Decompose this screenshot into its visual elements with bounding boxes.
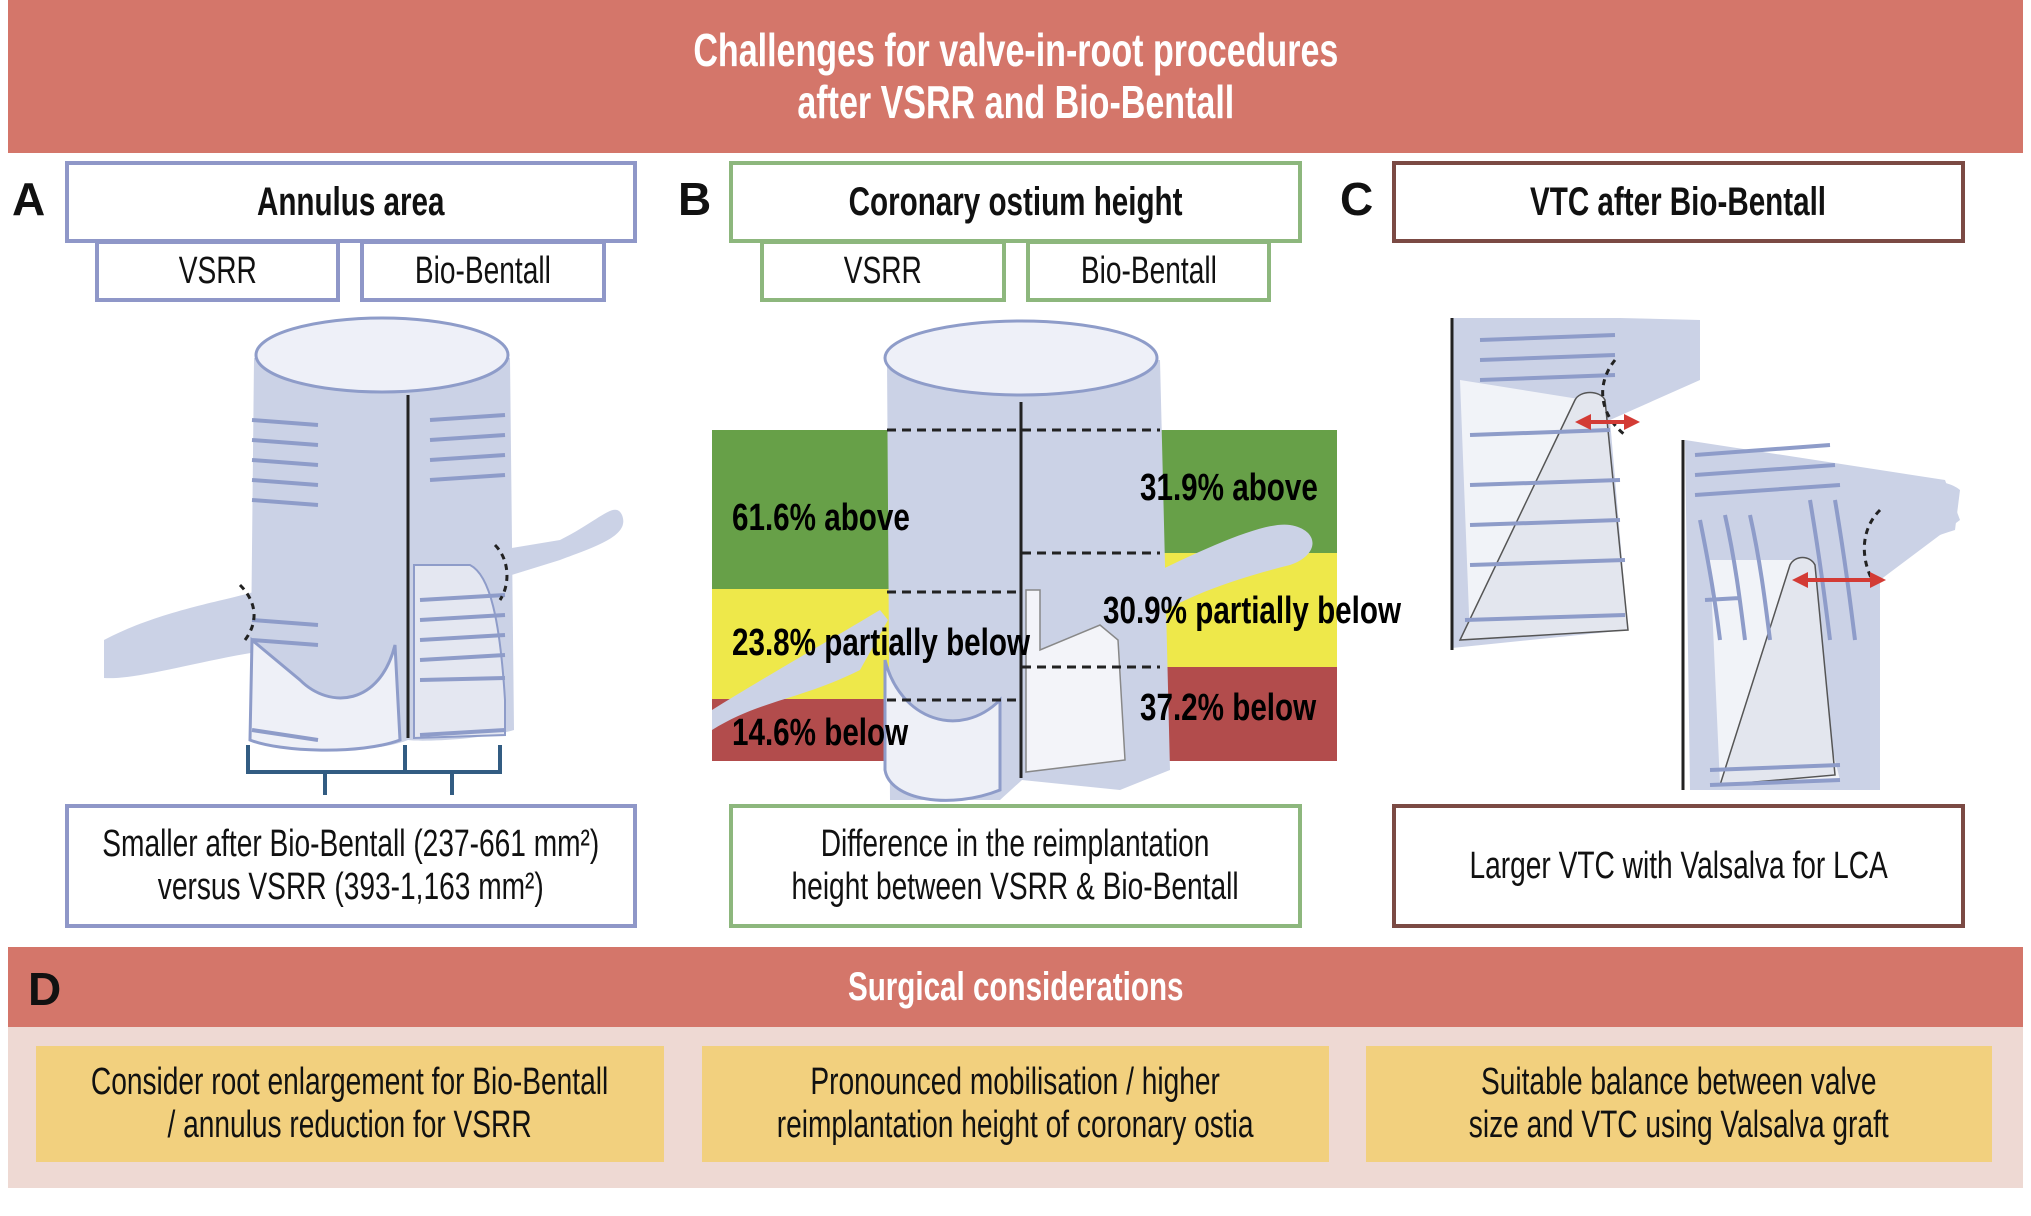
desc-line: Smaller after Bio-Bentall (237-661 mm²) xyxy=(102,823,600,866)
surgical-considerations-bar: Surgical considerations xyxy=(8,947,2023,1027)
sub-label: Bio-Bentall xyxy=(414,249,551,292)
sub-label: Bio-Bentall xyxy=(1080,249,1217,292)
vsrr-below-label: 14.6% below xyxy=(732,712,909,754)
panel-a-sub-bio-bentall: Bio-Bentall xyxy=(360,240,606,302)
panel-c-letter: C xyxy=(1340,173,1374,225)
header-title-line2: after VSRR and Bio-Bentall xyxy=(797,75,1234,128)
panel-c-title-text: VTC after Bio-Bentall xyxy=(1530,179,1827,224)
vsrr-partial-label: 23.8% partially below xyxy=(732,622,1030,664)
item-line: reimplantation height of coronary ostia xyxy=(777,1104,1254,1146)
panel-b-illustration: 61.6% above 23.8% partially below 14.6% … xyxy=(712,319,1401,802)
bio-partial-label: 30.9% partially below xyxy=(1103,590,1401,632)
panel-b-title-text: Coronary ostium height xyxy=(848,179,1183,224)
sub-label: VSRR xyxy=(843,249,923,292)
bio-below-label: 37.2% below xyxy=(1140,687,1317,729)
consideration-coronary: Pronounced mobilisation / higher reimplan… xyxy=(702,1046,1329,1162)
surgical-title: Surgical considerations xyxy=(847,964,1184,1009)
header-title-line1: Challenges for valve-in-root procedures xyxy=(692,23,1339,76)
item-line: size and VTC using Valsalva graft xyxy=(1469,1104,1889,1146)
panel-a-sub-vsrr: VSRR xyxy=(95,240,340,302)
item-line: Pronounced mobilisation / higher xyxy=(810,1061,1221,1104)
panel-a-letter: A xyxy=(12,173,46,225)
vsrr-above-label: 61.6% above xyxy=(732,497,910,539)
consideration-annulus: Consider root enlargement for Bio-Bental… xyxy=(36,1046,664,1162)
item-line: / annulus reduction for VSRR xyxy=(167,1104,533,1146)
panel-b-sub-vsrr: VSRR xyxy=(760,240,1006,302)
panel-b-letter: B xyxy=(678,173,712,225)
panel-d-letter: D xyxy=(28,963,62,1015)
desc-line: Difference in the reimplantation xyxy=(821,823,1210,866)
main-header: Challenges for valve-in-root procedures … xyxy=(8,0,2023,153)
bio-above-label: 31.9% above xyxy=(1140,467,1318,509)
panel-c-description: Larger VTC with Valsalva for LCA xyxy=(1392,804,1965,928)
annulus-brackets xyxy=(246,745,502,795)
panel-b-title: Coronary ostium height xyxy=(729,161,1302,243)
panel-a-title-text: Annulus area xyxy=(257,179,445,224)
sub-label: VSRR xyxy=(178,249,257,292)
desc-line: Larger VTC with Valsalva for LCA xyxy=(1469,844,1888,887)
panel-b-description: Difference in the reimplantation height b… xyxy=(729,804,1302,928)
desc-line: height between VSRR & Bio-Bentall xyxy=(791,866,1240,908)
desc-line: versus VSRR (393-1,163 mm²) xyxy=(158,866,544,908)
panel-b-sub-bio-bentall: Bio-Bentall xyxy=(1026,240,1271,302)
panel-a-description: Smaller after Bio-Bentall (237-661 mm²) v… xyxy=(65,804,637,928)
consideration-vtc: Suitable balance between valve size and V… xyxy=(1366,1046,1992,1162)
panel-a-title: Annulus area xyxy=(65,161,637,243)
panel-c-title: VTC after Bio-Bentall xyxy=(1392,161,1965,243)
panel-c-illustration xyxy=(1450,318,1960,790)
panel-a-illustration xyxy=(104,316,624,795)
item-line: Consider root enlargement for Bio-Bental… xyxy=(91,1061,609,1104)
item-line: Suitable balance between valve xyxy=(1481,1061,1877,1104)
